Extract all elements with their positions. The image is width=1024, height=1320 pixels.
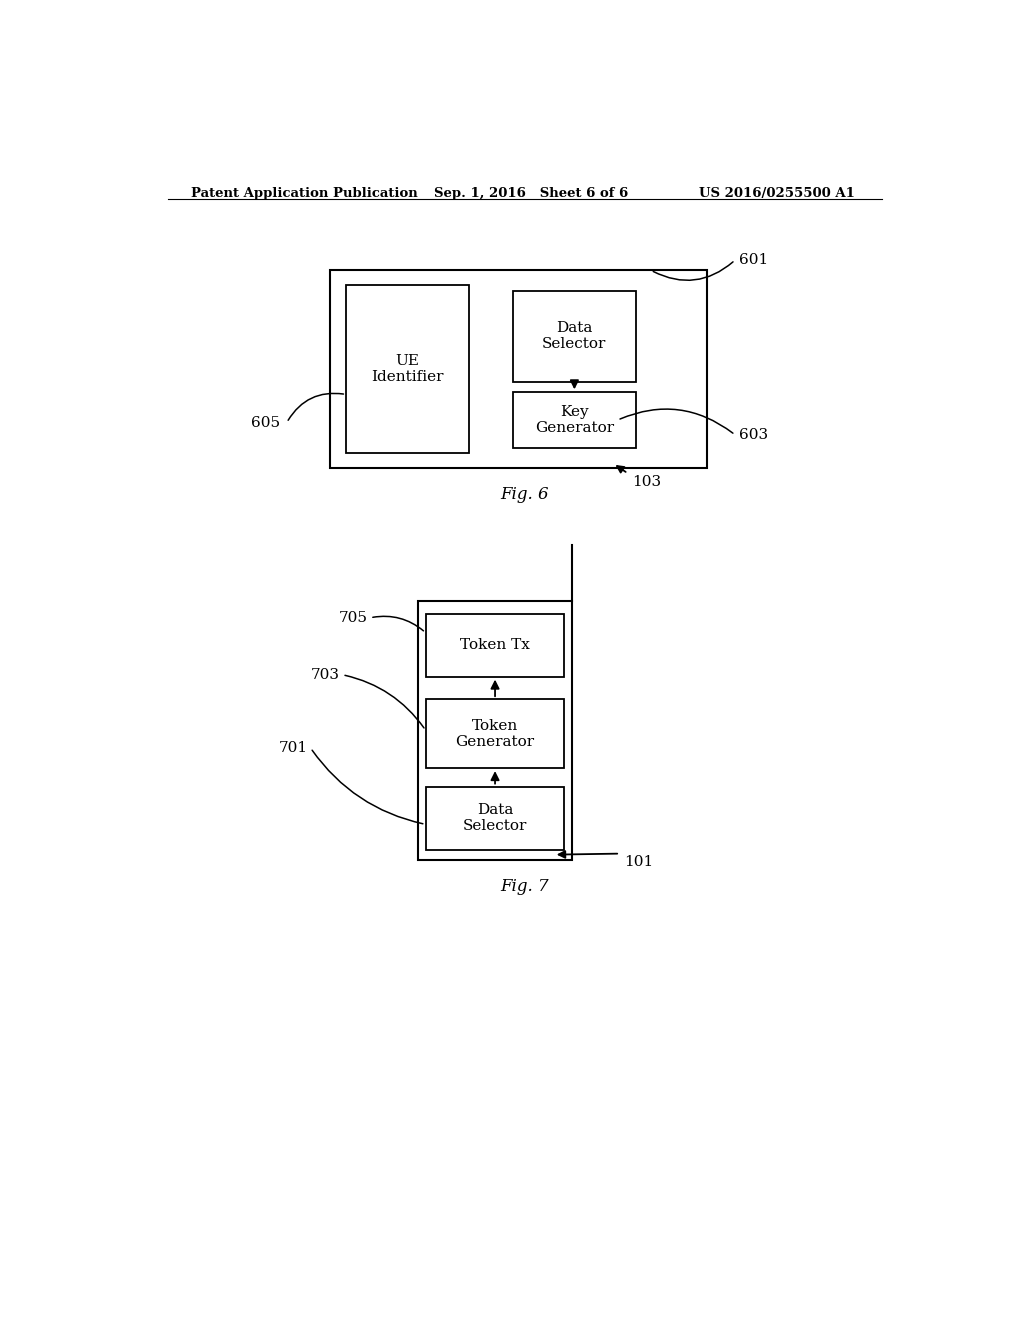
Bar <box>331 271 708 469</box>
Text: Data
Selector: Data Selector <box>543 321 606 351</box>
Text: Fig. 7: Fig. 7 <box>501 878 549 895</box>
Text: UE
Identifier: UE Identifier <box>372 354 444 384</box>
Text: US 2016/0255500 A1: US 2016/0255500 A1 <box>699 187 855 199</box>
Bar <box>426 700 564 768</box>
Text: Token
Generator: Token Generator <box>456 718 535 748</box>
Text: 705: 705 <box>338 611 368 624</box>
Text: 605: 605 <box>251 416 281 430</box>
Text: Patent Application Publication: Patent Application Publication <box>191 187 418 199</box>
Bar <box>346 285 469 453</box>
Bar <box>426 614 564 677</box>
Text: 701: 701 <box>279 741 308 755</box>
Text: Token Tx: Token Tx <box>460 639 530 652</box>
Bar <box>513 290 636 381</box>
Text: 601: 601 <box>739 253 768 267</box>
Text: 103: 103 <box>632 475 662 488</box>
Text: Fig. 6: Fig. 6 <box>501 486 549 503</box>
Bar <box>426 787 564 850</box>
Bar <box>513 392 636 447</box>
Text: Key
Generator: Key Generator <box>535 405 614 436</box>
Bar <box>418 601 572 859</box>
Text: 603: 603 <box>739 428 768 442</box>
Text: 703: 703 <box>310 668 340 681</box>
Text: 101: 101 <box>624 855 653 869</box>
Text: Sep. 1, 2016   Sheet 6 of 6: Sep. 1, 2016 Sheet 6 of 6 <box>433 187 628 199</box>
Text: Data
Selector: Data Selector <box>463 803 527 833</box>
